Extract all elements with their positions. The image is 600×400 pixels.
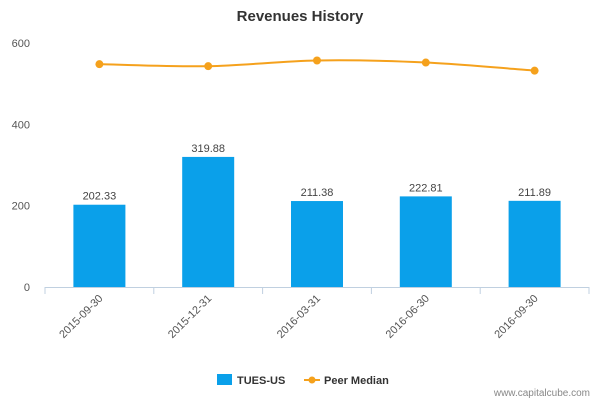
x-tick-label: 2016-09-30 [492,293,540,341]
source-credit: www.capitalcube.com [493,388,590,399]
y-tick-label: 0 [24,282,30,294]
bar-data-label: 202.33 [83,191,117,203]
bar-data-label: 211.89 [518,187,551,199]
bar [182,156,235,287]
line-point [95,60,104,69]
bar-data-label: 222.81 [409,182,443,194]
bar-data-label: 211.38 [301,187,334,199]
bar-series-tues-us [73,156,561,287]
line-point [530,66,539,75]
chart-title: Revenues History [237,8,364,25]
bar [399,196,452,287]
legend-label-tues-us: TUES-US [237,375,285,387]
legend-label-peer-median: Peer Median [324,375,389,387]
bar [73,204,126,287]
x-tick-label: 2016-06-30 [384,293,432,341]
bar-data-labels: 202.33 319.88 211.38 222.81 211.89 [83,143,551,203]
y-tick-label: 400 [12,119,30,131]
x-tick-label: 2016-03-31 [275,293,323,341]
line-point [421,58,430,67]
bar-data-label: 319.88 [191,143,225,155]
line-series-peer-median [95,56,539,75]
bar [508,200,561,287]
legend-marker-peer-median [308,376,316,384]
x-tick-label: 2015-12-31 [166,293,214,341]
chart-legend: TUES-US Peer Median [217,374,389,387]
line-point [313,56,321,65]
y-tick-label: 200 [12,201,30,213]
y-tick-label: 600 [12,38,30,50]
x-tick-label: 2015-09-30 [57,293,105,341]
line-point [204,62,213,71]
bar [291,201,343,287]
legend-swatch-tues-us [217,374,232,385]
